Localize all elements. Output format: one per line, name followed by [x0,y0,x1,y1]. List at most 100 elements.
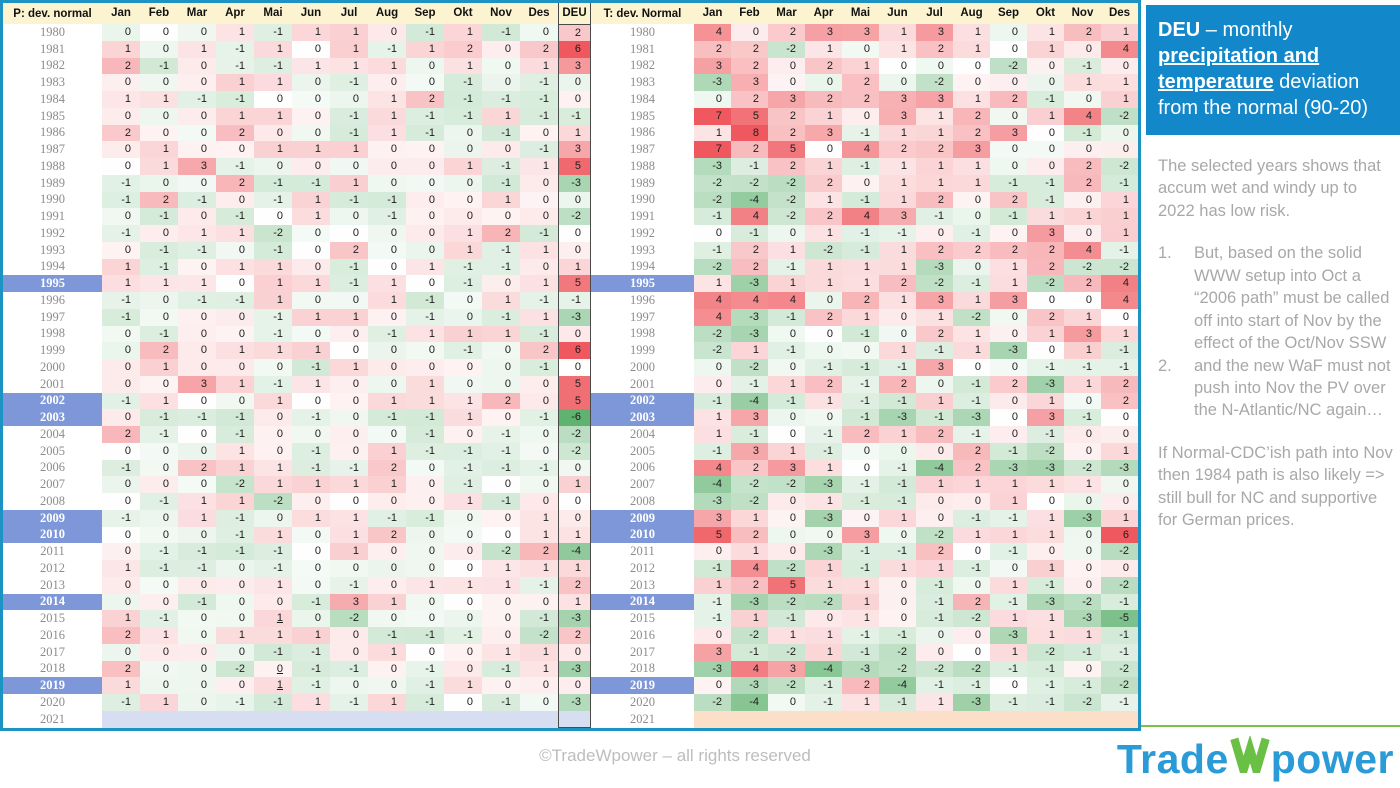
heatmap-cell: -1 [254,174,292,192]
heatmap-cell: 0 [482,74,520,91]
heatmap-cell: 4 [731,560,768,577]
heatmap-cell: -2 [731,359,768,376]
heatmap-cell: -1 [520,325,558,343]
year-label: 2014 [3,593,102,611]
heatmap-cell: 1 [254,610,292,627]
year-label: 1999 [591,342,694,359]
heatmap-cell: 0 [140,509,178,527]
heatmap-cell: 0 [140,107,178,125]
heatmap-cell: 3 [842,526,879,544]
heatmap-cell: 0 [444,694,482,711]
heatmap-cell: 1 [444,241,482,259]
heatmap-cell: 1 [1101,509,1138,527]
heatmap-cell: -2 [953,610,990,627]
heatmap-cell: 0 [330,493,368,510]
heatmap-cell: 1 [254,107,292,125]
heatmap-cell: 0 [768,509,805,527]
heatmap-cell: 1 [292,141,330,158]
heatmap-cell: -1 [520,225,558,242]
heatmap-cell: 0 [140,526,178,544]
heatmap-cell: -1 [1064,124,1101,142]
heatmap-cell: 3 [178,375,216,393]
heatmap-cell: -1 [842,392,879,410]
heatmap-cell [216,710,254,728]
heatmap-cell: -1 [842,409,879,426]
heatmap-cell: -1 [216,543,254,560]
heatmap-cell: -1 [520,107,558,125]
heatmap-cell: -1 [444,91,482,108]
heatmap-cell: 3 [1027,225,1064,242]
heatmap-cell: -1 [178,409,216,426]
heatmap-cell: 0 [879,57,916,75]
heatmap-cell: -1 [520,141,558,158]
heatmap-cell: 2 [879,141,916,158]
heatmap-cell: 2 [805,208,842,225]
heatmap-cell: 0 [520,442,558,460]
heatmap-cell: 2 [768,24,805,41]
heatmap-cell: 3 [916,24,953,41]
heatmap-cell: 0 [406,208,444,225]
heatmap-cell: 1 [805,107,842,125]
heatmap-cell: 1 [1027,627,1064,644]
heatmap-cell: 0 [406,643,444,661]
table-row: 1985 0 0 0 1 1 0 -1 1 -1 -1 1 -1 -1 [3,107,591,125]
heatmap-cell: 1 [482,191,520,209]
heatmap-cell: 0 [102,375,140,393]
heatmap-cell: 2 [990,191,1027,209]
table-row: 2010 0 0 0 -1 1 0 1 2 0 0 0 1 1 [3,526,591,544]
heatmap-cell: -1 [916,677,953,694]
heatmap-cell: 0 [102,442,140,460]
heatmap-cell: 0 [805,342,842,359]
year-label: 1987 [3,141,102,158]
heatmap-cell: 1 [292,509,330,527]
table-row: 2013 0 0 0 0 1 0 -1 0 1 1 1 -1 2 [3,576,591,594]
heatmap-cell: 3 [879,208,916,225]
heatmap-cell: -1 [990,509,1027,527]
heatmap-cell: -1 [1101,593,1138,611]
heatmap-cell: 1 [140,275,178,292]
heatmap-cell: 1 [842,694,879,711]
heatmap-cell: 1 [444,325,482,343]
heatmap-cell: -1 [330,107,368,125]
heatmap-cell: 1 [558,593,591,611]
heatmap-cell: 1 [1101,191,1138,209]
heatmap-cell: 0 [482,476,520,493]
heatmap-cell: 1 [292,275,330,292]
heatmap-cell: 0 [990,560,1027,577]
table-row: 2020 -1 1 0 -1 -1 1 -1 1 -1 0 -1 0 -3 [3,694,591,711]
heatmap-cell: 5 [731,107,768,125]
heatmap-cell: -3 [694,660,731,678]
heatmap-cell: -1 [406,409,444,426]
heatmap-cell: -1 [482,24,520,41]
heatmap-cell: 0 [292,241,330,259]
heatmap-cell: 2 [953,459,990,477]
table-row: 1998 0 -1 0 0 -1 0 0 -1 1 1 1 -1 0 [3,325,591,343]
year-label: 2001 [3,375,102,393]
heatmap-cell: 1 [330,476,368,493]
heatmap-cell: 0 [102,476,140,493]
heatmap-cell: 2 [953,593,990,611]
heatmap-cell: 0 [178,610,216,627]
heatmap-cell: 2 [842,677,879,694]
heatmap-cell: 0 [694,225,731,242]
heatmap-cell: 2 [558,627,591,644]
heatmap-cell: 1 [178,275,216,292]
heatmap-cell: 0 [842,459,879,477]
heatmap-cell: -1 [216,409,254,426]
heatmap-cell: -1 [1064,359,1101,376]
heatmap-cell: 2 [406,91,444,108]
heatmap-cell: 1 [953,174,990,192]
heatmap-cell: -1 [368,409,406,426]
heatmap-cell: -4 [694,476,731,493]
heatmap-cell: 1 [216,258,254,276]
heatmap-cell: 1 [520,526,558,544]
heatmap-cell: 1 [330,24,368,41]
heatmap-cell: 0 [368,342,406,359]
heatmap-cell: -2 [1101,543,1138,560]
heatmap-cell: 0 [368,24,406,41]
heatmap-cell: -2 [768,208,805,225]
heatmap-cell: 0 [990,40,1027,58]
title-segment: deviation from the normal (90-20) [1158,71,1369,119]
heatmap-cell: 1 [805,576,842,594]
table-row: 2000 0 1 0 0 0 -1 1 0 0 0 0 -1 0 [3,359,591,376]
